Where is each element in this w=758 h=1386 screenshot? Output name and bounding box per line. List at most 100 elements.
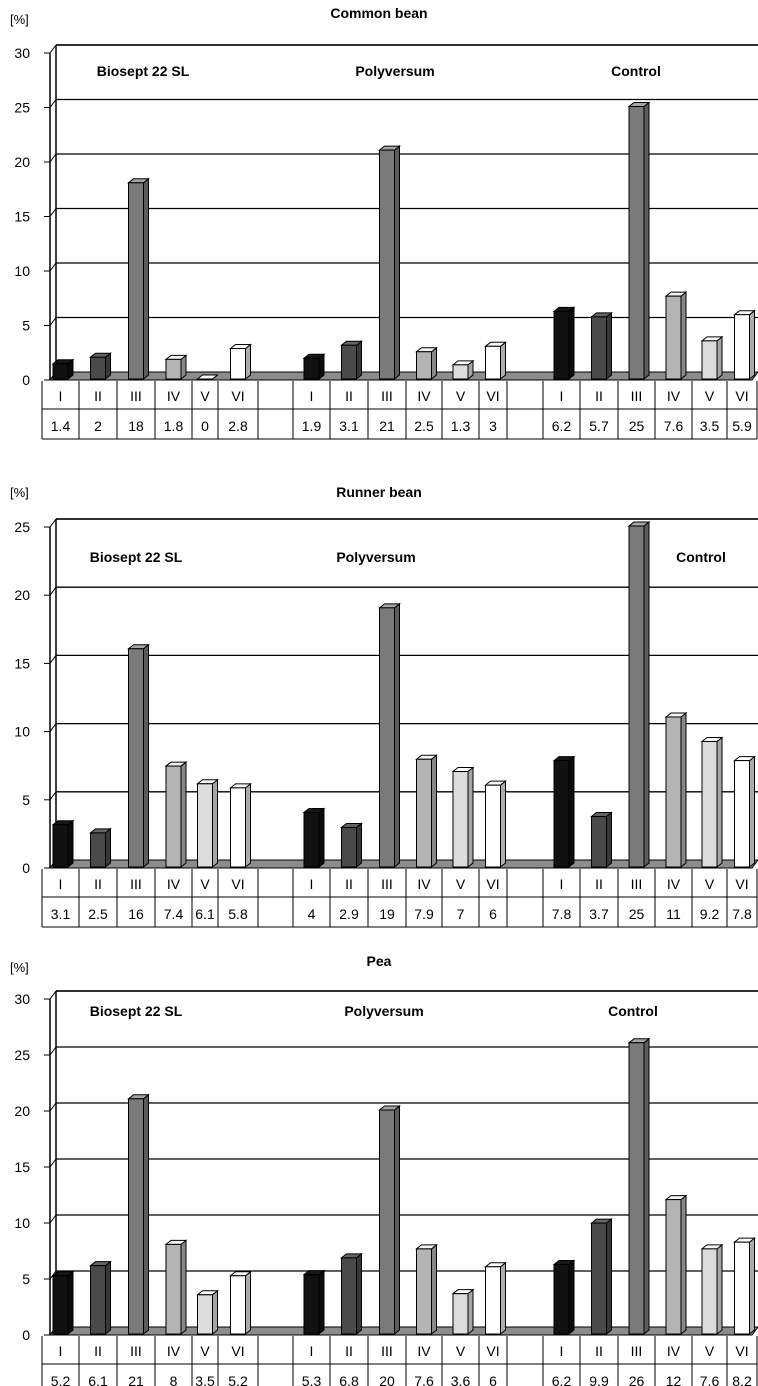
data-label: 19	[379, 906, 395, 922]
group-label: Polyversum	[344, 1003, 423, 1019]
bar	[451, 1288, 475, 1336]
data-label: 1.9	[302, 418, 322, 434]
bar	[590, 311, 613, 381]
data-label: 7.6	[664, 418, 684, 434]
data-label: 3.6	[451, 1373, 471, 1386]
bar	[415, 1243, 438, 1336]
category-label: III	[631, 876, 643, 892]
y-tick-label: 10	[14, 263, 30, 279]
y-axis-label: [%]	[10, 485, 29, 500]
y-tick-label: 15	[14, 655, 30, 671]
bar	[451, 766, 475, 869]
data-table: I5.2II6.1III21IV8V3.5VI5.2I5.3II6.8III20…	[41, 1336, 758, 1386]
data-label: 16	[128, 906, 144, 922]
data-label: 2.9	[339, 906, 359, 922]
data-label: 20	[379, 1373, 395, 1386]
data-label: 8.2	[732, 1373, 752, 1386]
data-label: 21	[379, 418, 395, 434]
data-label: 21	[128, 1373, 144, 1386]
data-label: 3.1	[51, 906, 71, 922]
data-label: 6.2	[552, 1373, 572, 1386]
wall-connector	[49, 208, 57, 217]
category-label: V	[705, 388, 715, 404]
y-tick-label: 25	[14, 100, 30, 116]
group-label: Polyversum	[336, 549, 415, 565]
category-label: I	[560, 876, 564, 892]
bar	[552, 306, 576, 381]
category-label: V	[456, 388, 466, 404]
category-label: III	[631, 1343, 643, 1359]
data-table: I1.4II2III18IV1.8V0VI2.8I1.9II3.1III21IV…	[41, 381, 758, 440]
bar	[164, 761, 188, 869]
wall-connector	[49, 791, 57, 801]
category-label: I	[59, 388, 63, 404]
bar	[700, 1243, 724, 1336]
data-label: 18	[128, 418, 144, 434]
bar	[196, 778, 219, 869]
data-label: 5.9	[732, 418, 752, 434]
category-label: III	[381, 876, 393, 892]
bar	[627, 1037, 651, 1336]
category-label: I	[310, 388, 314, 404]
bar	[590, 1218, 613, 1336]
y-axis-label: [%]	[10, 960, 29, 975]
category-label: I	[310, 876, 314, 892]
data-label: 6	[489, 1373, 497, 1386]
data-label: 0	[201, 418, 209, 434]
bar	[733, 755, 756, 869]
wall-connector	[49, 1046, 57, 1056]
data-label: 3.5	[195, 1373, 215, 1386]
bar	[484, 1261, 507, 1336]
y-tick-label: 25	[14, 519, 30, 535]
chart-title: Runner bean	[336, 484, 422, 500]
data-label: 2	[94, 418, 102, 434]
data-label: 26	[629, 1373, 645, 1386]
category-label: II	[94, 1343, 102, 1359]
chart-title: Common bean	[330, 5, 427, 21]
bar	[552, 1259, 576, 1336]
wall-connector	[49, 723, 57, 732]
data-label: 7.6	[700, 1373, 720, 1386]
bar	[127, 643, 150, 869]
category-label: VI	[231, 1343, 244, 1359]
data-label: 1.8	[164, 418, 184, 434]
data-label: 6.1	[88, 1373, 108, 1386]
category-label: III	[130, 876, 142, 892]
category-label: III	[130, 1343, 142, 1359]
y-tick-label: 30	[14, 991, 30, 1007]
data-label: 2.8	[228, 418, 248, 434]
category-label: II	[595, 876, 603, 892]
category-label: VI	[486, 876, 499, 892]
y-tick-label: 0	[22, 372, 30, 388]
category-label: IV	[667, 388, 681, 404]
wall-connector	[49, 153, 57, 163]
y-tick-label: 10	[14, 724, 30, 740]
bar	[733, 1237, 756, 1336]
chart-title: Pea	[367, 953, 392, 969]
bar	[196, 374, 219, 380]
wall-connector	[49, 1270, 57, 1280]
bar	[229, 782, 252, 869]
data-label: 7.4	[164, 906, 184, 922]
wall-connector	[49, 586, 57, 596]
y-tick-label: 5	[22, 1271, 30, 1287]
data-label: 7.8	[552, 906, 572, 922]
bar	[229, 1270, 252, 1336]
category-label: VI	[735, 1343, 748, 1359]
bar	[415, 754, 438, 869]
data-label: 9.2	[700, 906, 720, 922]
category-label: IV	[167, 388, 181, 404]
category-label: II	[94, 876, 102, 892]
category-label: I	[59, 1343, 63, 1359]
data-label: 5.3	[302, 1373, 322, 1386]
bar	[302, 1269, 326, 1336]
data-label: 2.5	[414, 418, 434, 434]
bar	[51, 1270, 75, 1336]
bar	[484, 780, 507, 869]
bar	[627, 520, 651, 869]
group-label: Control	[676, 549, 726, 565]
bar	[664, 291, 688, 381]
group-label: Biosept 22 SL	[97, 63, 190, 79]
data-label: 5.2	[51, 1373, 71, 1386]
